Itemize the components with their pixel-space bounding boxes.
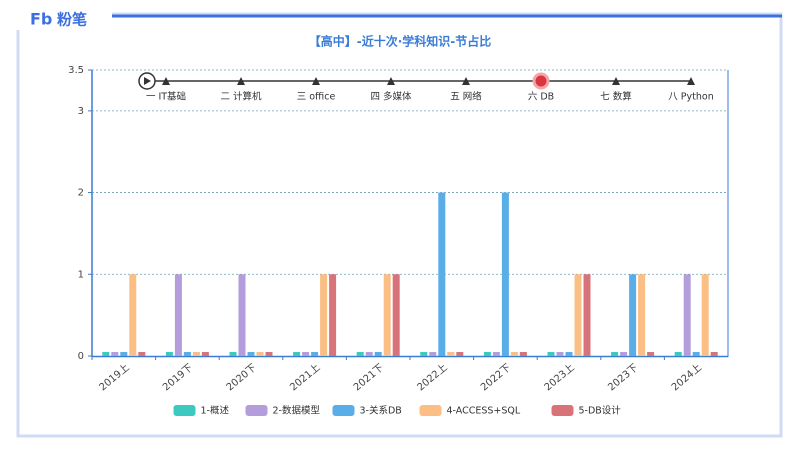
bar	[674, 352, 682, 356]
timeline-node[interactable]	[312, 77, 320, 85]
y-tick-label: 3.5	[68, 65, 84, 76]
legend-swatch[interactable]	[419, 405, 442, 416]
timeline-node[interactable]	[612, 77, 620, 85]
legend-label[interactable]: 1-概述	[201, 405, 230, 417]
bar	[129, 274, 137, 356]
timeline-label[interactable]: 三 office	[297, 92, 336, 103]
bar	[256, 352, 264, 356]
logo-bg	[0, 0, 112, 30]
legend-label[interactable]: 5-DB设计	[579, 405, 622, 417]
bar	[692, 352, 700, 356]
play-icon	[144, 77, 151, 85]
bar	[120, 352, 128, 356]
timeline-node[interactable]	[462, 77, 470, 85]
bar	[229, 352, 237, 356]
y-tick-label: 1	[78, 269, 84, 280]
bar	[311, 352, 319, 356]
bar	[683, 274, 691, 356]
legend-swatch[interactable]	[245, 405, 268, 416]
timeline-label[interactable]: 二 计算机	[220, 91, 262, 103]
bar	[547, 352, 555, 356]
bar	[201, 352, 209, 356]
bar	[438, 192, 446, 356]
bar	[501, 192, 509, 356]
timeline-label[interactable]: 六 DB	[528, 91, 554, 103]
bar	[383, 274, 391, 356]
bar	[456, 352, 464, 356]
bar	[638, 274, 646, 356]
timeline-label[interactable]: 七 数算	[600, 91, 632, 103]
bar	[365, 352, 373, 356]
bar	[519, 352, 527, 356]
legend-swatch[interactable]	[551, 405, 574, 416]
bar	[392, 274, 400, 356]
bar	[111, 352, 119, 356]
bar	[374, 352, 382, 356]
bar	[565, 352, 573, 356]
bar	[165, 352, 173, 356]
bar	[629, 274, 637, 356]
bar	[320, 274, 328, 356]
bar	[174, 274, 182, 356]
legend-label[interactable]: 4-ACCESS+SQL	[447, 406, 521, 417]
bar	[302, 352, 310, 356]
timeline-label[interactable]: 四 多媒体	[370, 91, 412, 103]
bar	[701, 274, 709, 356]
legend-label[interactable]: 2-数据模型	[273, 405, 321, 417]
timeline-node[interactable]	[687, 77, 695, 85]
bar	[611, 352, 619, 356]
bar	[265, 352, 273, 356]
card	[16, 12, 783, 438]
y-tick-label: 2	[78, 188, 84, 199]
bar	[647, 352, 655, 356]
legend-swatch[interactable]	[332, 405, 355, 416]
timeline-label[interactable]: 五 网络	[450, 91, 482, 103]
legend-swatch[interactable]	[173, 405, 196, 416]
legend-label[interactable]: 3-关系DB	[360, 405, 402, 417]
bar	[138, 352, 146, 356]
logo-mark: Fb	[30, 10, 52, 29]
timeline-node[interactable]	[162, 77, 170, 85]
bar	[556, 352, 564, 356]
timeline-label[interactable]: 一 IT基础	[146, 91, 186, 103]
bar	[447, 352, 455, 356]
logo-name: 粉笔	[57, 11, 87, 29]
y-tick-label: 0	[78, 351, 84, 362]
bar	[192, 352, 200, 356]
bar	[293, 352, 301, 356]
timeline-node[interactable]	[387, 77, 395, 85]
bar	[238, 274, 246, 356]
bar	[583, 274, 591, 356]
bar	[420, 352, 428, 356]
bar	[329, 274, 337, 356]
bar	[510, 352, 518, 356]
bar	[483, 352, 491, 356]
bar	[356, 352, 364, 356]
bar	[183, 352, 191, 356]
bar	[247, 352, 255, 356]
bar	[102, 352, 110, 356]
bar	[620, 352, 628, 356]
bar	[710, 352, 718, 356]
bar	[574, 274, 582, 356]
bar	[429, 352, 437, 356]
chart-title: 【高中】-近十次·学科知识-节占比	[309, 34, 492, 49]
timeline-active[interactable]	[532, 72, 550, 90]
timeline-label[interactable]: 八 Python	[668, 92, 713, 103]
timeline-node[interactable]	[237, 77, 245, 85]
bar	[492, 352, 500, 356]
y-tick-label: 3	[78, 106, 84, 117]
